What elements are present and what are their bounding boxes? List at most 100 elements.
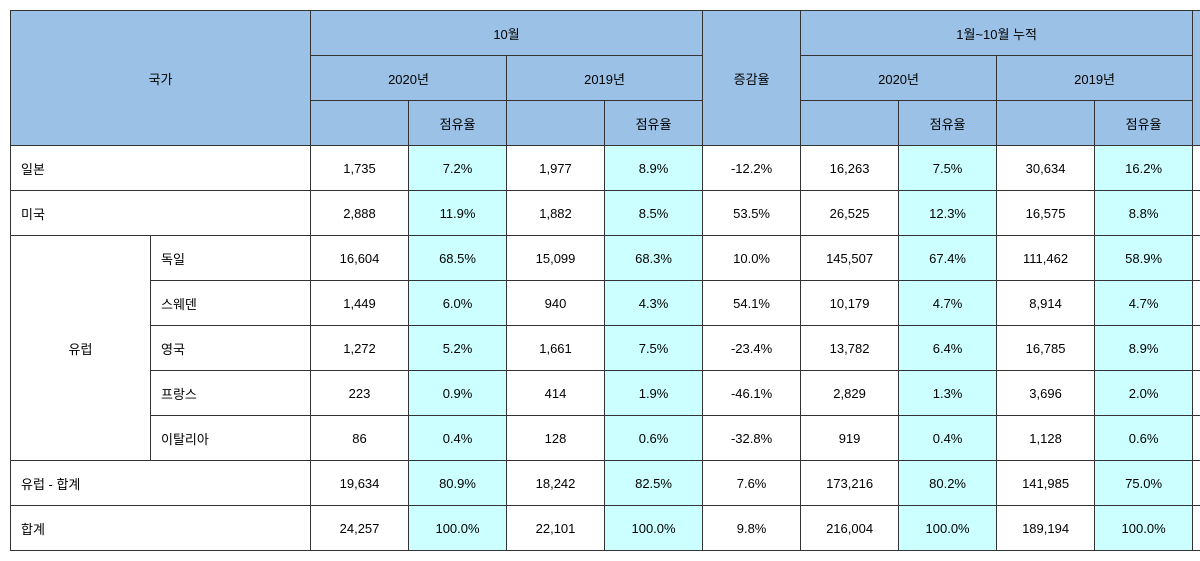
cell-share: 1.9% (605, 371, 703, 416)
row-group-europe: 유럽 (11, 236, 151, 461)
cell-change: -18.5% (1193, 416, 1200, 461)
cell-share: 6.4% (899, 326, 997, 371)
table-row: 이탈리아 86 0.4% 128 0.6% -32.8% 919 0.4% 1,… (11, 416, 1200, 461)
cell-value: 26,525 (801, 191, 899, 236)
cell-share: 100.0% (1095, 506, 1193, 551)
header-m-2019-share: 점유율 (605, 101, 703, 146)
cell-value: 1,272 (311, 326, 409, 371)
cell-change: -12.2% (703, 146, 801, 191)
cell-share: 0.6% (1095, 416, 1193, 461)
cell-share: 8.5% (605, 191, 703, 236)
cell-value: 1,735 (311, 146, 409, 191)
header-m-2020-val (311, 101, 409, 146)
cell-share: 75.0% (1095, 461, 1193, 506)
cell-change: -46.1% (703, 371, 801, 416)
cell-share: 100.0% (899, 506, 997, 551)
table-row: 유럽 - 합계 19,634 80.9% 18,242 82.5% 7.6% 1… (11, 461, 1200, 506)
cell-change: 53.5% (703, 191, 801, 236)
cell-value: 141,985 (997, 461, 1095, 506)
cell-value: 145,507 (801, 236, 899, 281)
cell-value: 16,604 (311, 236, 409, 281)
cell-change: 14.2% (1193, 281, 1200, 326)
header-c-2019: 2019년 (997, 56, 1193, 101)
cell-value: 414 (507, 371, 605, 416)
cell-share: 4.7% (1095, 281, 1193, 326)
cell-value: 16,785 (997, 326, 1095, 371)
cell-value: 10,179 (801, 281, 899, 326)
row-label-italy: 이탈리아 (151, 416, 311, 461)
cell-share: 2.0% (1095, 371, 1193, 416)
header-m-2020-share: 점유율 (409, 101, 507, 146)
cell-share: 8.9% (605, 146, 703, 191)
cell-share: 82.5% (605, 461, 703, 506)
cell-share: 5.2% (409, 326, 507, 371)
cell-value: 111,462 (997, 236, 1095, 281)
header-c-2019-share: 점유율 (1095, 101, 1193, 146)
header-change-m: 증감율 (703, 11, 801, 146)
row-label-uk: 영국 (151, 326, 311, 371)
cell-value: 15,099 (507, 236, 605, 281)
cell-share: 100.0% (605, 506, 703, 551)
cell-change: 10.0% (703, 236, 801, 281)
table-body: 일본 1,735 7.2% 1,977 8.9% -12.2% 16,263 7… (11, 146, 1200, 551)
row-label-sweden: 스웨덴 (151, 281, 311, 326)
table-row: 일본 1,735 7.2% 1,977 8.9% -12.2% 16,263 7… (11, 146, 1200, 191)
cell-change: -23.4% (703, 326, 801, 371)
cell-share: 6.0% (409, 281, 507, 326)
cell-share: 7.2% (409, 146, 507, 191)
header-change-c: 증감율 (1193, 11, 1200, 146)
cell-change: 14.2% (1193, 506, 1200, 551)
cell-value: 1,661 (507, 326, 605, 371)
row-label-usa: 미국 (11, 191, 311, 236)
cell-value: 128 (507, 416, 605, 461)
cell-value: 189,194 (997, 506, 1095, 551)
header-c-2020-val (801, 101, 899, 146)
cell-share: 68.5% (409, 236, 507, 281)
row-label-germany: 독일 (151, 236, 311, 281)
cell-value: 18,242 (507, 461, 605, 506)
cell-value: 16,263 (801, 146, 899, 191)
cell-value: 919 (801, 416, 899, 461)
table-row: 합계 24,257 100.0% 22,101 100.0% 9.8% 216,… (11, 506, 1200, 551)
cell-share: 0.6% (605, 416, 703, 461)
cell-change: 7.6% (703, 461, 801, 506)
cell-value: 1,977 (507, 146, 605, 191)
cell-value: 19,634 (311, 461, 409, 506)
cell-change: -23.5% (1193, 371, 1200, 416)
cell-share: 12.3% (899, 191, 997, 236)
table-row: 스웨덴 1,449 6.0% 940 4.3% 54.1% 10,179 4.7… (11, 281, 1200, 326)
cell-change: 60.0% (1193, 191, 1200, 236)
header-country: 국가 (11, 11, 311, 146)
header-m-2019-val (507, 101, 605, 146)
cell-change: -17.9% (1193, 326, 1200, 371)
cell-value: 173,216 (801, 461, 899, 506)
cell-value: 2,888 (311, 191, 409, 236)
row-label-japan: 일본 (11, 146, 311, 191)
cell-value: 1,882 (507, 191, 605, 236)
cell-change: 30.5% (1193, 236, 1200, 281)
cell-share: 0.4% (899, 416, 997, 461)
header-c-2020-share: 점유율 (899, 101, 997, 146)
cell-share: 11.9% (409, 191, 507, 236)
cell-value: 30,634 (997, 146, 1095, 191)
cell-share: 4.3% (605, 281, 703, 326)
cell-value: 2,829 (801, 371, 899, 416)
cell-share: 7.5% (899, 146, 997, 191)
cell-value: 24,257 (311, 506, 409, 551)
header-month: 10월 (311, 11, 703, 56)
cell-value: 1,128 (997, 416, 1095, 461)
cell-share: 16.2% (1095, 146, 1193, 191)
cell-share: 100.0% (409, 506, 507, 551)
cell-share: 4.7% (899, 281, 997, 326)
cell-share: 1.3% (899, 371, 997, 416)
cell-value: 8,914 (997, 281, 1095, 326)
header-m-2019: 2019년 (507, 56, 703, 101)
data-table: 국가 10월 증감율 1월~10월 누적 증감율 2020년 2019년 202… (10, 10, 1200, 551)
header-c-2019-val (997, 101, 1095, 146)
cell-value: 223 (311, 371, 409, 416)
cell-share: 80.2% (899, 461, 997, 506)
cell-share: 8.8% (1095, 191, 1193, 236)
row-label-france: 프랑스 (151, 371, 311, 416)
table-row: 영국 1,272 5.2% 1,661 7.5% -23.4% 13,782 6… (11, 326, 1200, 371)
cell-value: 13,782 (801, 326, 899, 371)
